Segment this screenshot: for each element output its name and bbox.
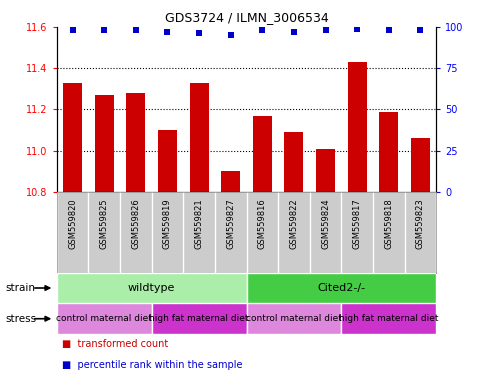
Text: wildtype: wildtype — [128, 283, 176, 293]
Text: GSM559816: GSM559816 — [258, 199, 267, 249]
Bar — [63, 83, 82, 192]
Bar — [348, 62, 367, 192]
Text: ■  transformed count: ■ transformed count — [62, 339, 168, 349]
Bar — [380, 111, 398, 192]
Text: GSM559817: GSM559817 — [352, 199, 362, 249]
Point — [290, 29, 298, 35]
Point — [132, 27, 140, 33]
Bar — [57, 303, 152, 334]
Point — [227, 32, 235, 38]
Text: GSM559819: GSM559819 — [163, 199, 172, 249]
Text: GSM559822: GSM559822 — [289, 199, 298, 249]
Point — [195, 30, 203, 36]
Bar — [152, 303, 246, 334]
Bar — [221, 171, 240, 192]
Bar — [341, 303, 436, 334]
Bar — [95, 95, 113, 192]
Point — [258, 27, 266, 33]
Bar — [411, 138, 430, 192]
Text: GSM559821: GSM559821 — [195, 199, 204, 249]
Point — [100, 27, 108, 33]
Bar — [57, 273, 246, 303]
Text: GSM559825: GSM559825 — [100, 199, 108, 249]
Bar — [246, 303, 341, 334]
Point — [69, 27, 76, 33]
Bar — [246, 273, 436, 303]
Text: GSM559827: GSM559827 — [226, 199, 235, 249]
Point — [417, 27, 424, 33]
Text: high fat maternal diet: high fat maternal diet — [149, 314, 249, 323]
Text: GSM559824: GSM559824 — [321, 199, 330, 249]
Text: ■  percentile rank within the sample: ■ percentile rank within the sample — [62, 360, 242, 370]
Bar — [316, 149, 335, 192]
Text: control maternal diet: control maternal diet — [246, 314, 342, 323]
Text: Cited2-/-: Cited2-/- — [317, 283, 365, 293]
Text: control maternal diet: control maternal diet — [56, 314, 152, 323]
Text: GSM559820: GSM559820 — [68, 199, 77, 249]
Point — [164, 29, 172, 35]
Text: GSM559826: GSM559826 — [131, 199, 141, 249]
Text: GSM559818: GSM559818 — [385, 199, 393, 249]
Bar — [158, 130, 177, 192]
Text: stress: stress — [5, 314, 36, 324]
Bar — [253, 116, 272, 192]
Bar — [284, 132, 304, 192]
Bar — [189, 83, 209, 192]
Title: GDS3724 / ILMN_3006534: GDS3724 / ILMN_3006534 — [165, 11, 328, 24]
Bar — [126, 93, 145, 192]
Point — [385, 27, 393, 33]
Text: high fat maternal diet: high fat maternal diet — [339, 314, 439, 323]
Point — [353, 25, 361, 31]
Point — [321, 27, 329, 33]
Text: strain: strain — [5, 283, 35, 293]
Text: GSM559823: GSM559823 — [416, 199, 425, 249]
